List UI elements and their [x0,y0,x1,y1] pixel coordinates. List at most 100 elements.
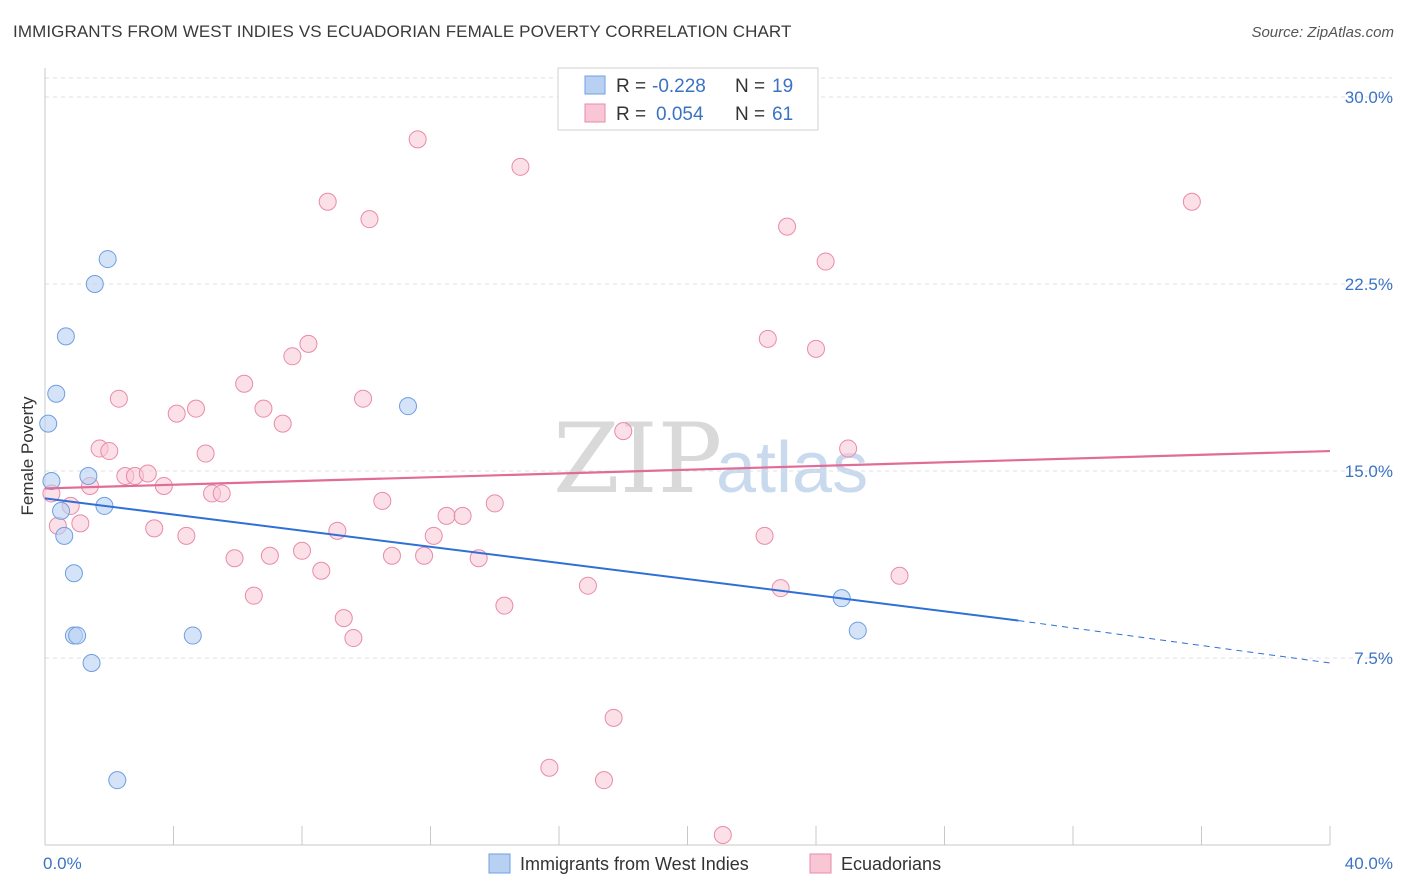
west-indies-point [98,250,117,269]
ecuadorians-point [235,374,254,393]
ecuadorians-point [177,526,196,545]
ecuadorians-point [511,157,530,176]
ecuadorians-point [334,609,353,628]
ecuadorians-point [424,526,443,545]
ecuadorians-point [196,444,215,463]
y-tick-labels: 7.5% 15.0% 22.5% 30.0% [1345,88,1393,668]
bottom-legend-swatch-west-indies [488,853,511,874]
y-tick-label: 22.5% [1345,275,1393,294]
legend-r-value-2: 0.054 [656,104,704,125]
ecuadorians-point [713,826,732,845]
ecuadorians-point [604,708,623,727]
west-indies-trend-line [44,497,1019,622]
west-indies-point [82,653,101,672]
legend-r-value-1: -0.228 [652,76,706,97]
ecuadorians-point [540,758,559,777]
y-tick-label: 15.0% [1345,462,1393,481]
ecuadorians-point [299,334,318,353]
ecuadorians-point [138,464,157,483]
ecuadorians-point [260,546,279,565]
source-credit: Source: ZipAtlas.com [1251,24,1394,41]
bottom-legend-label-west-indies: Immigrants from West Indies [520,854,749,874]
west-indies-point [848,621,867,640]
x-ticks [173,826,1331,845]
ecuadorians-point [167,404,186,423]
ecuadorians-point [71,514,90,533]
ecuadorians-trend-line [44,449,1331,490]
ecuadorians-point [578,576,597,595]
ecuadorians-point [755,526,774,545]
bottom-legend-label-ecuadorians: Ecuadorians [841,854,941,874]
ecuadorians-point [485,494,504,513]
y-axis-label: Female Poverty [18,396,37,516]
ecuadorians-point [145,519,164,538]
west-indies-point [55,526,74,545]
ecuadorians-point [816,252,835,271]
ecuadorians-point [408,130,427,149]
gridlines [45,77,1392,659]
ecuadorians-point [100,442,119,461]
ecuadorians-point [495,596,514,615]
west-indies-point [108,771,127,790]
west-indies-point [399,397,418,416]
ecuadorians-point [360,210,379,229]
ecuadorians-point [890,566,909,585]
legend-n-label-1: N = [735,76,765,97]
legend-n-value-1: 19 [772,76,793,97]
ecuadorians-point [354,389,373,408]
west-indies-point [68,626,87,645]
legend-r-label-2: R = [616,104,646,125]
ecuadorians-point [283,347,302,366]
ecuadorians-point [415,546,434,565]
ecuadorians-point [594,771,613,790]
ecuadorians-point [771,579,790,598]
west-indies-point [79,466,98,485]
correlation-legend: R = -0.228 N = 19 R = 0.054 N = 61 [557,67,819,131]
west-indies-point [183,626,202,645]
chart-title: IMMIGRANTS FROM WEST INDIES VS ECUADORIA… [13,22,792,41]
y-tick-label: 7.5% [1354,649,1393,668]
ecuadorians-point [254,399,273,418]
ecuadorians-point [273,414,292,433]
legend-swatch-ecuadorians [584,103,606,123]
watermark-zip: ZIP [553,403,722,515]
bottom-legend-swatch-ecuadorians [809,853,832,874]
west-indies-trend-extension [1018,620,1331,664]
ecuadorians-point [758,329,777,348]
ecuadorians-points [42,130,1201,845]
y-tick-label: 30.0% [1345,88,1393,107]
ecuadorians-point [1182,192,1201,211]
legend-n-value-2: 61 [772,104,793,125]
series-legend: Immigrants from West Indies Ecuadorians [488,853,941,874]
watermark: ZIP atlas [553,403,868,515]
legend-n-label-2: N = [735,104,765,125]
ecuadorians-point [109,389,128,408]
ecuadorians-point [293,541,311,560]
ecuadorians-point [778,217,797,236]
west-indies-point [64,564,83,583]
x-tick-labels: 0.0% 40.0% [43,854,1393,873]
ecuadorians-point [344,629,363,648]
ecuadorians-point [212,484,231,503]
x-tick-label: 0.0% [43,854,82,873]
ecuadorians-point [225,549,244,568]
west-indies-point [52,501,71,520]
legend-swatch-west-indies [584,75,606,95]
west-indies-point [39,414,58,433]
ecuadorians-point [373,491,392,510]
trend-lines [44,449,1331,664]
legend-r-label-1: R = [616,76,646,97]
ecuadorians-point [614,422,633,441]
ecuadorians-point [312,561,331,580]
west-indies-point [85,275,104,293]
ecuadorians-point [839,439,858,458]
ecuadorians-point [244,586,263,605]
west-indies-point [56,327,75,346]
ecuadorians-point [807,339,825,358]
ecuadorians-point [437,506,456,525]
west-indies-point [47,384,66,403]
ecuadorians-point [453,506,472,525]
ecuadorians-point [382,546,401,565]
x-tick-label: 40.0% [1345,854,1393,873]
